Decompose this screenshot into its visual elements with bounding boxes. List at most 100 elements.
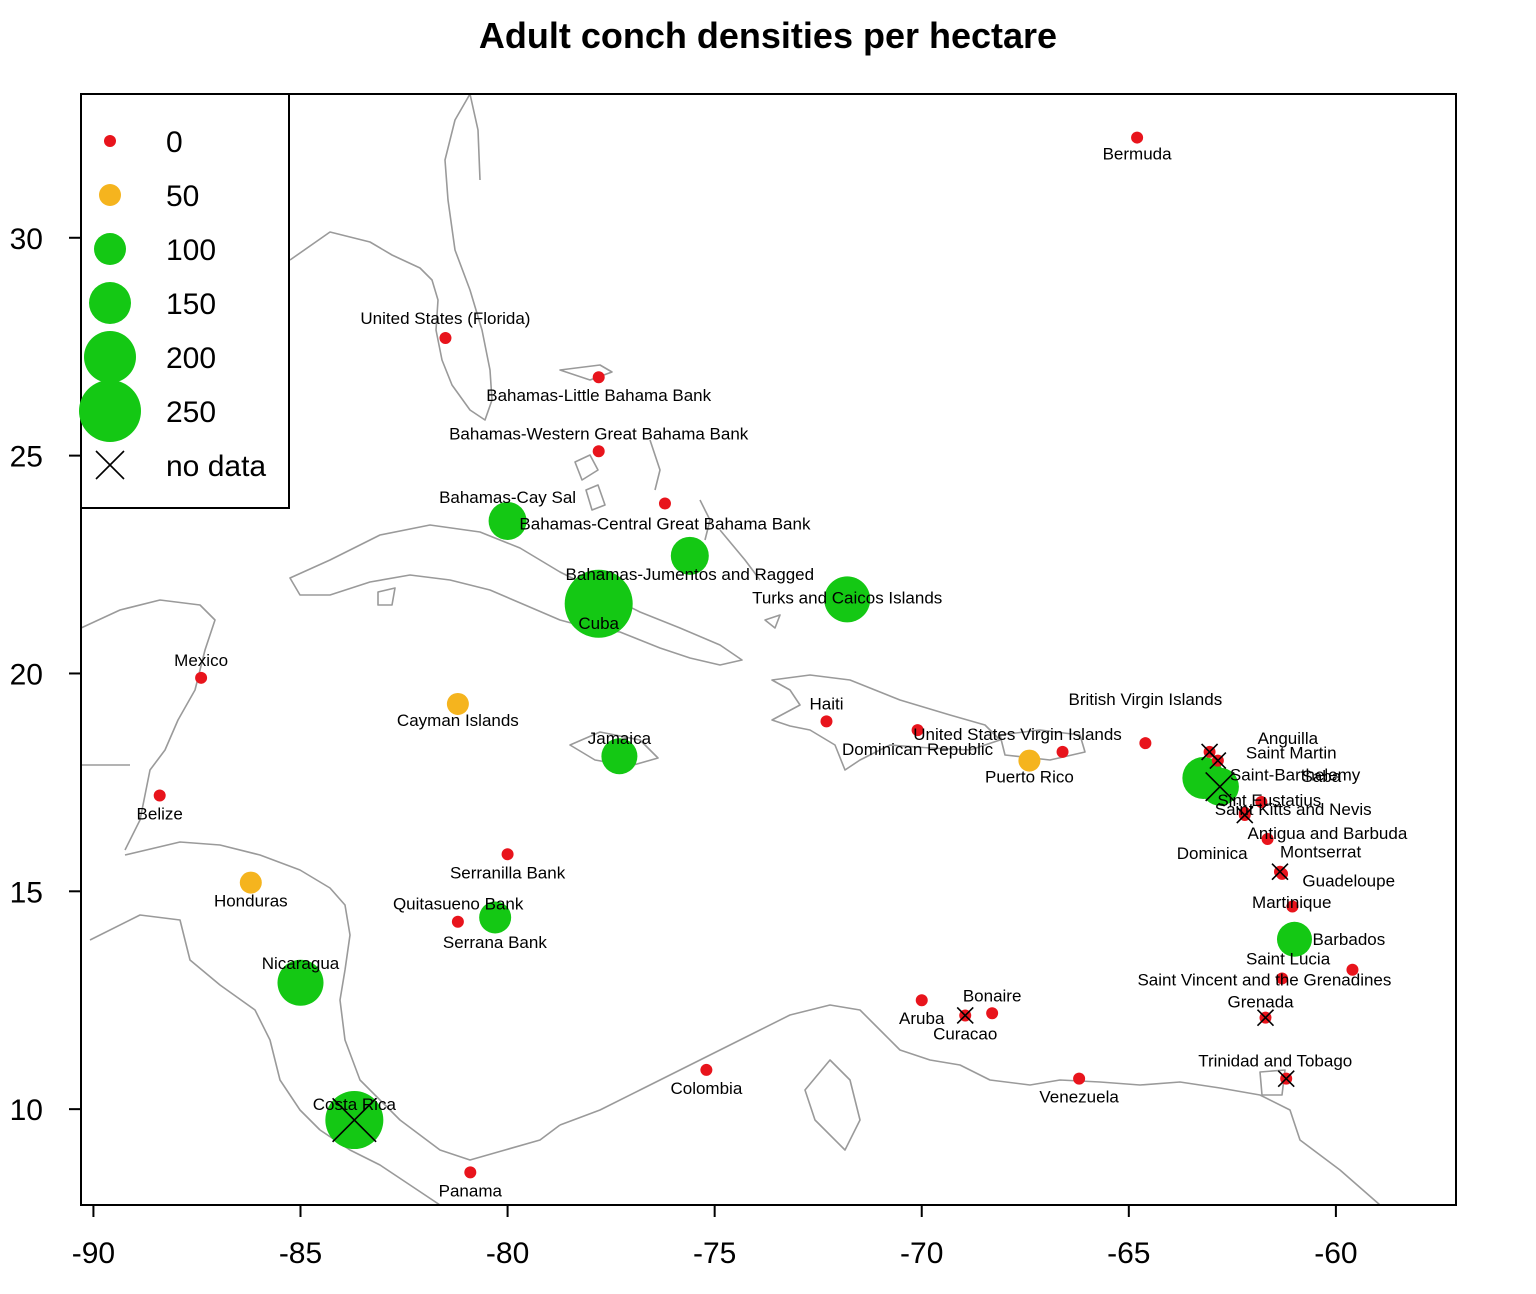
x-tick-label: -70 bbox=[900, 1237, 943, 1270]
site-label: United States Virgin Islands bbox=[913, 725, 1122, 744]
site-point bbox=[592, 445, 605, 458]
site-label: United States (Florida) bbox=[360, 309, 530, 328]
site-point bbox=[488, 501, 527, 540]
y-tick-label: 20 bbox=[10, 658, 43, 691]
no-data-cross bbox=[1277, 1070, 1295, 1088]
site-point bbox=[1286, 900, 1299, 913]
site-point bbox=[1261, 833, 1274, 846]
site-label: Aruba bbox=[899, 1009, 945, 1028]
legend-label: 200 bbox=[166, 342, 216, 375]
site-label: Turks and Caicos Islands bbox=[752, 588, 942, 607]
site-label: Mexico bbox=[174, 651, 228, 670]
site-label: Guadeloupe bbox=[1302, 872, 1395, 891]
legend-label: 50 bbox=[166, 180, 199, 213]
site-label: Anguilla bbox=[1258, 729, 1319, 748]
site-point bbox=[464, 1166, 477, 1179]
coastline-layer bbox=[81, 94, 1381, 1205]
no-data-cross bbox=[1256, 1009, 1275, 1027]
site-label: Bermuda bbox=[1103, 145, 1173, 164]
site-label: Haiti bbox=[809, 694, 843, 713]
site-label: Antigua and Barbuda bbox=[1248, 824, 1408, 843]
site-point bbox=[700, 1063, 713, 1076]
legend-symbol bbox=[89, 282, 131, 324]
legend-label: 100 bbox=[166, 234, 216, 267]
site-point bbox=[153, 789, 166, 802]
legend-label: 150 bbox=[166, 288, 216, 321]
site-label: Trinidad and Tobago bbox=[1198, 1052, 1352, 1071]
site-point bbox=[658, 497, 671, 510]
y-tick-label: 25 bbox=[10, 441, 43, 474]
site-point bbox=[501, 848, 514, 861]
no-data-cross bbox=[1236, 806, 1254, 824]
site-label: Costa Rica bbox=[313, 1095, 397, 1114]
site-point bbox=[1346, 963, 1359, 976]
site-label: Bonaire bbox=[963, 986, 1022, 1005]
site-point bbox=[277, 959, 324, 1006]
site-point bbox=[195, 671, 208, 684]
site-point bbox=[911, 724, 924, 737]
legend-symbol bbox=[99, 184, 121, 206]
site-point bbox=[1238, 806, 1251, 819]
site-point bbox=[1056, 745, 1069, 758]
site-label: Cuba bbox=[578, 614, 619, 633]
x-tick-label: -80 bbox=[486, 1237, 529, 1270]
site-point bbox=[1073, 1072, 1086, 1085]
site-point bbox=[479, 901, 512, 934]
y-tick-label: 30 bbox=[10, 223, 43, 256]
site-label: Quitasueno Bank bbox=[393, 894, 524, 913]
site-point bbox=[1255, 795, 1268, 808]
no-data-cross bbox=[1209, 752, 1227, 770]
site-label: Puerto Rico bbox=[985, 768, 1074, 787]
site-point bbox=[439, 331, 452, 344]
legend-symbol bbox=[84, 331, 136, 383]
site-label: Saint Vincent and the Grenadines bbox=[1137, 971, 1391, 990]
legend-label: 250 bbox=[166, 396, 216, 429]
legend-symbol bbox=[104, 135, 116, 147]
site-label: Saint Martin bbox=[1246, 744, 1337, 763]
points-layer bbox=[153, 131, 1359, 1179]
legend: 0 50 100 150 200 250 no data bbox=[79, 93, 290, 509]
site-label: Bahamas-Western Great Bahama Bank bbox=[449, 424, 749, 443]
site-label: Bahamas-Central Great Bahama Bank bbox=[519, 515, 811, 534]
site-label: Grenada bbox=[1227, 993, 1294, 1012]
plot-frame bbox=[80, 93, 1457, 1206]
site-point bbox=[1139, 737, 1152, 750]
site-point bbox=[446, 692, 469, 715]
legend-label: 0 bbox=[166, 126, 183, 159]
site-label: Nicaragua bbox=[262, 954, 340, 973]
site-point bbox=[1018, 749, 1041, 772]
site-point bbox=[451, 915, 464, 928]
site-label: Saint Lucia bbox=[1246, 949, 1331, 968]
x-tick-label: -75 bbox=[693, 1237, 736, 1270]
site-label: Honduras bbox=[214, 892, 288, 911]
site-point bbox=[1276, 972, 1289, 985]
site-point bbox=[601, 738, 638, 775]
legend-symbol bbox=[94, 233, 126, 265]
no-data-cross bbox=[332, 1097, 377, 1143]
site-label: Martinique bbox=[1252, 893, 1331, 912]
x-tick-label: -85 bbox=[279, 1237, 322, 1270]
labels-layer: Bermuda United States (Florida) Bahamas-Li… bbox=[137, 145, 1408, 1201]
site-point bbox=[915, 994, 928, 1007]
site-label: Saint-Barthelemy bbox=[1230, 766, 1361, 785]
site-label: Bahamas-Jumentos and Ragged bbox=[566, 565, 815, 584]
site-label: Cayman Islands bbox=[397, 711, 519, 730]
site-label: Dominican Republic bbox=[842, 740, 994, 759]
site-label: Jamaica bbox=[588, 729, 652, 748]
site-label: Saba bbox=[1302, 767, 1342, 786]
site-point bbox=[564, 569, 633, 638]
site-point bbox=[986, 1007, 999, 1020]
site-label: Barbados bbox=[1312, 930, 1385, 949]
site-label: Venezuela bbox=[1039, 1088, 1119, 1107]
no-data-cross bbox=[1205, 771, 1235, 802]
site-label: Bahamas-Cay Sal bbox=[439, 488, 576, 507]
site-label: Saint Kitts and Nevis bbox=[1215, 800, 1372, 819]
legend-label: no data bbox=[166, 450, 266, 483]
no-data-cross bbox=[956, 1006, 974, 1025]
site-point bbox=[820, 715, 833, 728]
site-label: Belize bbox=[137, 804, 183, 823]
x-tick-label: -60 bbox=[1314, 1237, 1357, 1270]
site-label: Dominica bbox=[1177, 844, 1248, 863]
site-label: British Virgin Islands bbox=[1069, 690, 1223, 709]
